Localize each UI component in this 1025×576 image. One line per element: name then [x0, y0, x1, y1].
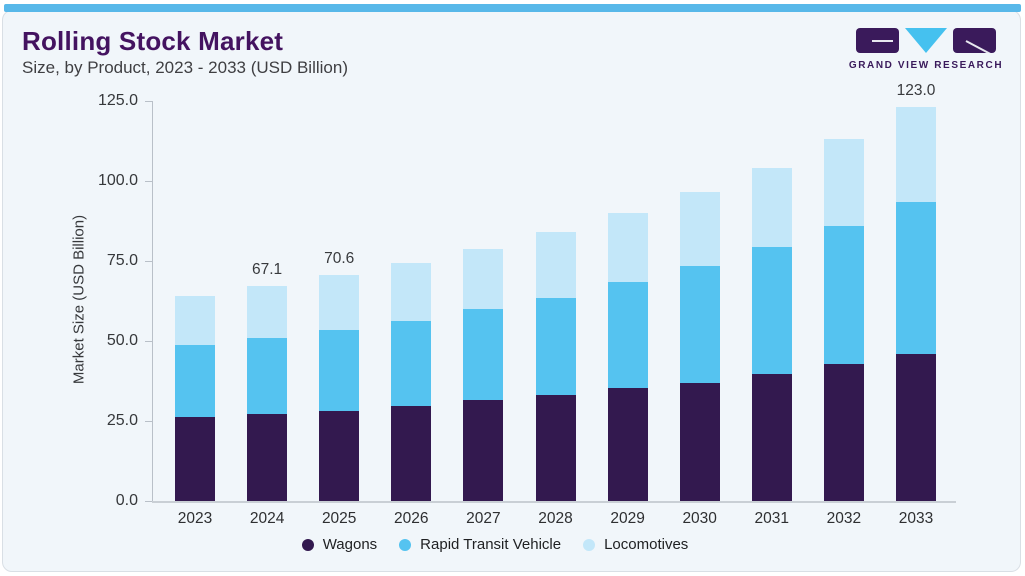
x-axis-line	[152, 501, 956, 503]
logo-v-triangle-icon	[905, 28, 947, 53]
bar-segment	[823, 226, 864, 365]
brand-top-bar	[4, 4, 1021, 12]
x-axis-label: 2023	[177, 510, 213, 527]
y-axis-tick-mark	[145, 501, 152, 502]
bar-segment	[535, 298, 576, 396]
bar-segment	[535, 395, 576, 501]
chart-title: Rolling Stock Market	[22, 26, 284, 56]
legend-label: Rapid Transit Vehicle	[420, 536, 562, 553]
bar-segment	[751, 167, 792, 248]
bar-value-label: 70.6	[324, 250, 355, 268]
x-axis-label: 2025	[321, 510, 357, 527]
bar-segment	[607, 213, 648, 282]
y-axis-tick-label: 50.0	[106, 332, 138, 349]
y-axis-tick-mark	[145, 101, 152, 102]
legend-swatch-icon	[583, 538, 596, 551]
x-axis-label: 2033	[898, 510, 934, 527]
y-axis-tick-label: 0.0	[115, 492, 138, 509]
bar-segment	[463, 309, 504, 400]
legend-label: Locomotives	[604, 536, 689, 553]
bar-segment	[319, 275, 360, 331]
bar-segment	[679, 266, 720, 383]
bar-segment	[319, 330, 360, 411]
legend-item: Wagons	[301, 536, 378, 553]
bar-segment	[751, 374, 792, 501]
bar-segment	[391, 262, 432, 321]
logo-r-icon	[953, 28, 996, 53]
y-axis-tick-mark	[145, 261, 152, 262]
x-axis-label: 2028	[538, 510, 573, 527]
y-axis-line	[152, 101, 153, 501]
bar-segment	[896, 107, 936, 203]
y-axis-tick-label: 125.0	[97, 92, 138, 109]
bar-segment	[247, 286, 288, 339]
bar-segment	[391, 405, 432, 501]
chart-subtitle: Size, by Product, 2023 - 2033 (USD Billi…	[22, 58, 348, 77]
y-axis-tick-mark	[145, 181, 152, 182]
bar-segment	[751, 247, 792, 375]
logo-wordmark: GRAND VIEW RESEARCH	[848, 60, 1004, 71]
x-axis-label: 2024	[249, 510, 285, 527]
logo-tiles	[846, 28, 1006, 54]
chart-legend: Wagons Rapid Transit Vehicle Locomotives	[0, 536, 990, 553]
bar-segment	[535, 231, 576, 299]
bar-segment	[896, 202, 936, 355]
x-axis-label: 2026	[394, 510, 429, 527]
y-axis-tick-label: 25.0	[106, 412, 138, 429]
x-axis-label: 2032	[826, 510, 862, 527]
bar-value-label: 123.0	[896, 82, 936, 100]
grand-view-research-logo: GRAND VIEW RESEARCH	[846, 28, 1006, 71]
bar-segment	[896, 354, 936, 501]
bar-segment	[679, 382, 720, 501]
y-axis-tick-mark	[145, 341, 152, 342]
x-axis-label: 2030	[682, 510, 717, 527]
legend-swatch-icon	[301, 538, 314, 551]
bar-segment	[247, 338, 288, 414]
legend-item: Rapid Transit Vehicle	[399, 536, 561, 553]
y-axis-tick-mark	[145, 421, 152, 422]
bar-segment	[175, 345, 215, 417]
legend-swatch-icon	[399, 538, 412, 551]
legend-item: Locomotives	[583, 536, 688, 553]
bar-segment	[463, 399, 504, 501]
bar-segment	[607, 281, 648, 389]
bar-segment	[391, 320, 432, 406]
bar-segment	[607, 388, 648, 501]
y-axis-tick-label: 75.0	[106, 252, 138, 269]
bar-segment	[463, 248, 504, 310]
y-axis-tick-label: 100.0	[97, 172, 138, 189]
bar-segment	[823, 139, 864, 227]
legend-label: Wagons	[322, 536, 378, 553]
bar-segment	[823, 364, 864, 501]
bar-segment	[679, 192, 720, 267]
x-axis-label: 2031	[754, 510, 790, 527]
bar-segment	[175, 416, 215, 501]
x-axis-label: 2029	[610, 510, 645, 527]
logo-g-icon	[856, 28, 899, 53]
x-axis-label: 2027	[466, 510, 501, 527]
bar-segment	[247, 413, 288, 501]
bar-value-label: 67.1	[252, 261, 283, 279]
bar-segment	[319, 410, 360, 501]
bar-segment	[175, 295, 215, 346]
